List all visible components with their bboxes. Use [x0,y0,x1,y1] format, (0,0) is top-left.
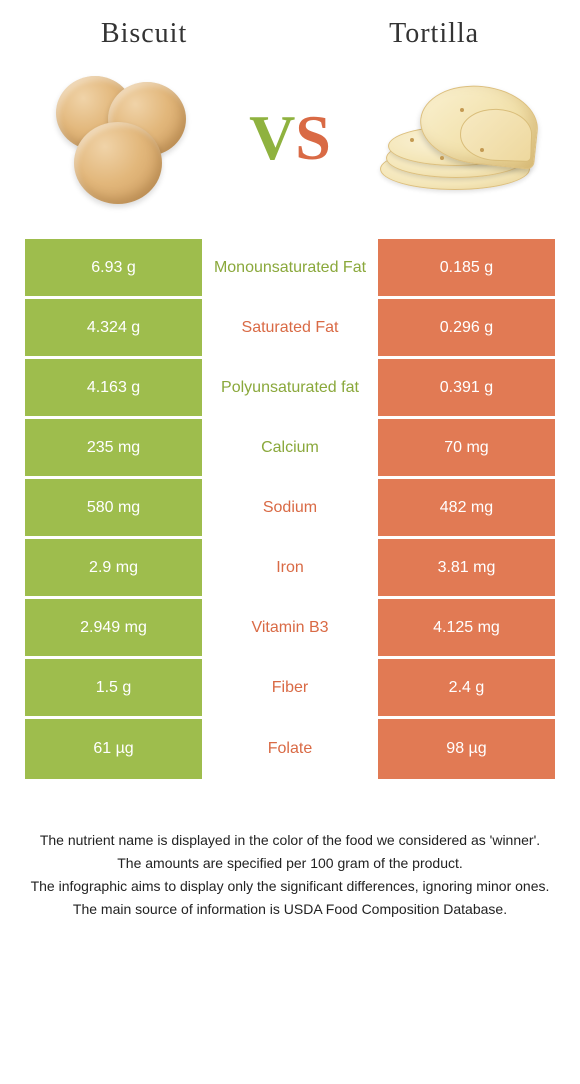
nutrient-label: Calcium [202,419,378,476]
left-value: 2.949 mg [25,599,202,656]
footer-notes: The nutrient name is displayed in the co… [20,830,560,920]
nutrient-label: Sodium [202,479,378,536]
left-food-title: Biscuit [101,18,187,50]
table-row: 61 µgFolate98 µg [25,719,555,779]
table-row: 1.5 gFiber2.4 g [25,659,555,719]
right-value: 0.296 g [378,299,555,356]
comparison-table: 6.93 gMonounsaturated Fat0.185 g4.324 gS… [24,238,556,780]
left-value: 6.93 g [25,239,202,296]
table-row: 235 mgCalcium70 mg [25,419,555,479]
right-value: 3.81 mg [378,539,555,596]
vs-label: VS [249,106,331,170]
right-value: 0.185 g [378,239,555,296]
right-value: 70 mg [378,419,555,476]
table-row: 2.949 mgVitamin B34.125 mg [25,599,555,659]
biscuit-image [40,68,210,208]
right-value: 2.4 g [378,659,555,716]
right-value: 0.391 g [378,359,555,416]
footer-line: The nutrient name is displayed in the co… [20,830,560,851]
nutrient-label: Iron [202,539,378,596]
right-value: 4.125 mg [378,599,555,656]
footer-line: The main source of information is USDA F… [20,899,560,920]
left-value: 4.163 g [25,359,202,416]
table-row: 4.324 gSaturated Fat0.296 g [25,299,555,359]
nutrient-label: Folate [202,719,378,779]
tortilla-image [370,68,540,208]
left-value: 2.9 mg [25,539,202,596]
vs-v: V [249,102,295,173]
table-row: 4.163 gPolyunsaturated fat0.391 g [25,359,555,419]
left-value: 61 µg [25,719,202,779]
nutrient-label: Vitamin B3 [202,599,378,656]
table-row: 2.9 mgIron3.81 mg [25,539,555,599]
table-row: 6.93 gMonounsaturated Fat0.185 g [25,239,555,299]
left-value: 1.5 g [25,659,202,716]
right-value: 98 µg [378,719,555,779]
left-value: 580 mg [25,479,202,536]
header: Biscuit Tortilla [0,0,580,58]
nutrient-label: Polyunsaturated fat [202,359,378,416]
nutrient-label: Fiber [202,659,378,716]
right-value: 482 mg [378,479,555,536]
left-value: 235 mg [25,419,202,476]
images-row: VS [0,58,580,238]
nutrient-label: Monounsaturated Fat [202,239,378,296]
vs-s: S [295,102,331,173]
footer-line: The amounts are specified per 100 gram o… [20,853,560,874]
left-value: 4.324 g [25,299,202,356]
table-row: 580 mgSodium482 mg [25,479,555,539]
footer-line: The infographic aims to display only the… [20,876,560,897]
nutrient-label: Saturated Fat [202,299,378,356]
right-food-title: Tortilla [389,18,479,50]
